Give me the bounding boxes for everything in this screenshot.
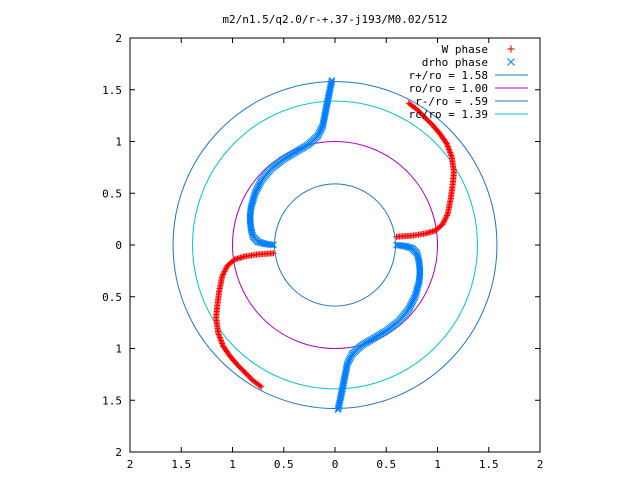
marker-stroke	[401, 242, 409, 250]
marker-stroke	[257, 239, 265, 247]
marker-stroke	[334, 406, 342, 413]
legend-marker	[507, 58, 515, 66]
marker-stroke	[404, 243, 411, 251]
legend-label: W phase	[442, 43, 488, 56]
x-tick-label: 1	[434, 458, 441, 471]
data-point	[256, 382, 263, 389]
marker-stroke	[261, 240, 269, 248]
marker-stroke	[248, 230, 256, 237]
circle-series	[172, 80, 498, 410]
marker-stroke	[405, 243, 413, 251]
circle-series	[192, 100, 478, 390]
data-point	[335, 404, 342, 412]
marker-stroke	[328, 77, 336, 84]
x-tick-label: 0.5	[274, 458, 294, 471]
marker-stroke	[256, 238, 263, 246]
marker-stroke	[413, 249, 421, 257]
y-tick-label: 1	[115, 136, 122, 149]
data-point	[328, 78, 335, 86]
data-points	[213, 77, 457, 413]
axis-ticks: 2 1.5 1 0.5 0 0.5 1 1.5 221.510.500.511.52	[102, 32, 543, 471]
x-tick-label: 2	[537, 458, 544, 471]
data-point	[405, 100, 412, 107]
reference-circles	[172, 80, 498, 410]
y-tick-label: 2	[115, 32, 122, 45]
circle-series	[274, 183, 396, 307]
legend-label: r+/ro = 1.58	[409, 69, 488, 82]
marker-stroke	[328, 78, 335, 86]
y-tick-label: 1.5	[102, 84, 122, 97]
marker-stroke	[407, 244, 414, 252]
x-tick-label: 0	[332, 458, 339, 471]
y-tick-label: 2	[115, 446, 122, 459]
data-point	[258, 383, 265, 390]
x-tick-label: 1.5	[171, 458, 191, 471]
data-point	[334, 406, 342, 413]
x-tick-label: 1	[229, 458, 236, 471]
data-point	[407, 101, 414, 108]
y-tick-label: 0.5	[102, 291, 122, 304]
legend-label: r-/ro = .59	[415, 95, 488, 108]
legend-marker	[507, 45, 515, 53]
y-tick-label: 1.5	[102, 394, 122, 407]
data-point	[328, 77, 336, 84]
y-tick-label: 0.5	[102, 187, 122, 200]
circle-series	[232, 141, 438, 349]
marker-stroke	[507, 58, 515, 66]
marker-stroke	[260, 240, 268, 247]
marker-stroke	[335, 404, 342, 412]
x-tick-label: 0.5	[376, 458, 396, 471]
chart-title: m2/n1.5/q2.0/r-+.37-j193/M0.02/512	[222, 13, 447, 26]
legend-label: rc/ro = 1.39	[409, 108, 488, 121]
marker-stroke	[249, 233, 257, 241]
marker-stroke	[402, 243, 410, 250]
legend-label: ro/ro = 1.00	[409, 82, 488, 95]
marker-stroke	[259, 239, 266, 247]
marker-stroke	[414, 253, 422, 260]
x-tick-label: 1.5	[479, 458, 499, 471]
y-tick-label: 1	[115, 343, 122, 356]
marker-stroke	[249, 231, 256, 239]
legend-label: drho phase	[422, 56, 488, 69]
y-tick-label: 0	[115, 239, 122, 252]
x-tick-label: 2	[127, 458, 134, 471]
marker-stroke	[414, 251, 421, 259]
